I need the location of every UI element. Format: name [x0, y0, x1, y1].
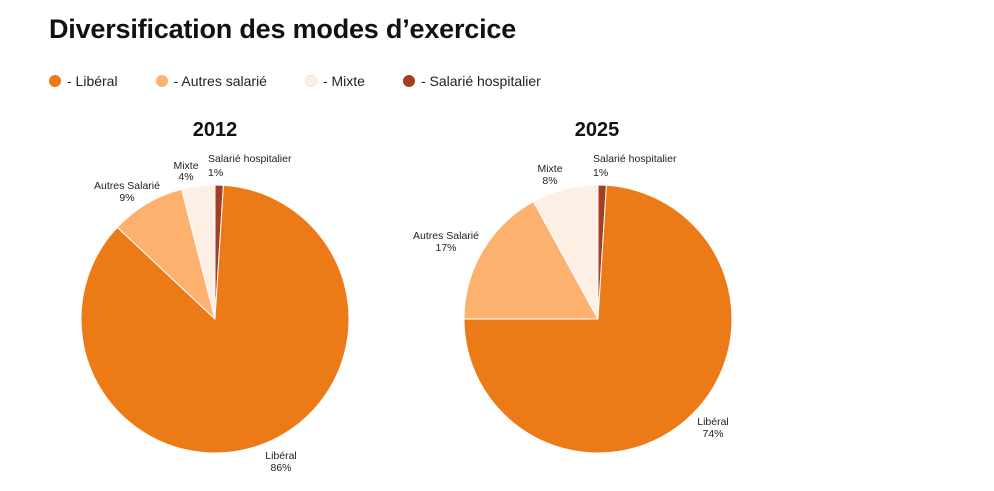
label-2025-mixte-name: Mixte — [537, 163, 562, 175]
label-2025-liberal-name: Libéral — [697, 416, 729, 428]
legend-item-liberal: - Libéral — [49, 73, 118, 89]
legend-label-mixte: - Mixte — [322, 73, 365, 89]
legend-item-autres-salarie: - Autres salarié — [155, 73, 267, 89]
label-2025-autres-salarie-name: Autres Salarié — [413, 230, 479, 242]
label-2012-salarie-hospitalier-name: Salarié hospitalier — [208, 153, 292, 165]
legend-swatch-liberal — [49, 75, 61, 87]
label-2025-mixte-pct: 8% — [542, 175, 557, 187]
label-2012-mixte-name: Mixte — [173, 160, 198, 172]
legend-item-mixte: - Mixte — [304, 73, 365, 89]
legend-label-autres-salarie: - Autres salarié — [173, 73, 267, 89]
slice-2025-autres-salarie — [463, 201, 599, 320]
legend-swatch-mixte — [304, 75, 317, 87]
legend-swatch-autres-salarie — [155, 75, 168, 87]
label-2012-liberal-pct: 86% — [270, 462, 291, 474]
pie-title-2025: 2025 — [575, 119, 620, 141]
pie-title-2012: 2012 — [193, 119, 238, 141]
legend-item-salarie-hospitalier: - Salarié hospitalier — [402, 73, 541, 89]
slice-2025-mixte — [532, 184, 599, 320]
label-2012-autres-salarie-name: Autres Salarié — [94, 180, 160, 192]
slice-2012-mixte — [181, 184, 216, 320]
label-2025-liberal-pct: 74% — [702, 428, 723, 440]
label-2012-autres-salarie-pct: 9% — [119, 192, 134, 204]
label-2025-salarie-hospitalier-name: Salarié hospitalier — [593, 153, 677, 165]
legend-swatch-salarie-hospitalier — [402, 75, 415, 87]
label-2025-salarie-hospitalier-pct: 1% — [593, 167, 608, 179]
legend-label-liberal: - Libéral — [67, 73, 118, 89]
chart-title: Diversification des modes d’exercice — [49, 14, 517, 44]
legend: - Libéral - Autres salarié - Mixte - Sal… — [49, 72, 541, 90]
pie-2025: 2025 Salarié hospitalier 1% Mixte 8% Aut… — [413, 119, 733, 454]
label-2025-autres-salarie-pct: 17% — [435, 242, 456, 254]
label-2012-mixte-pct: 4% — [178, 171, 193, 183]
label-2012-salarie-hospitalier-pct: 1% — [208, 167, 223, 179]
legend-label-salarie-hospitalier: - Salarié hospitalier — [420, 73, 541, 89]
label-2012-liberal-name: Libéral — [265, 450, 297, 462]
pie-2012: 2012 Salarié hospitalier 1% Mixte 4% Aut… — [80, 119, 350, 474]
